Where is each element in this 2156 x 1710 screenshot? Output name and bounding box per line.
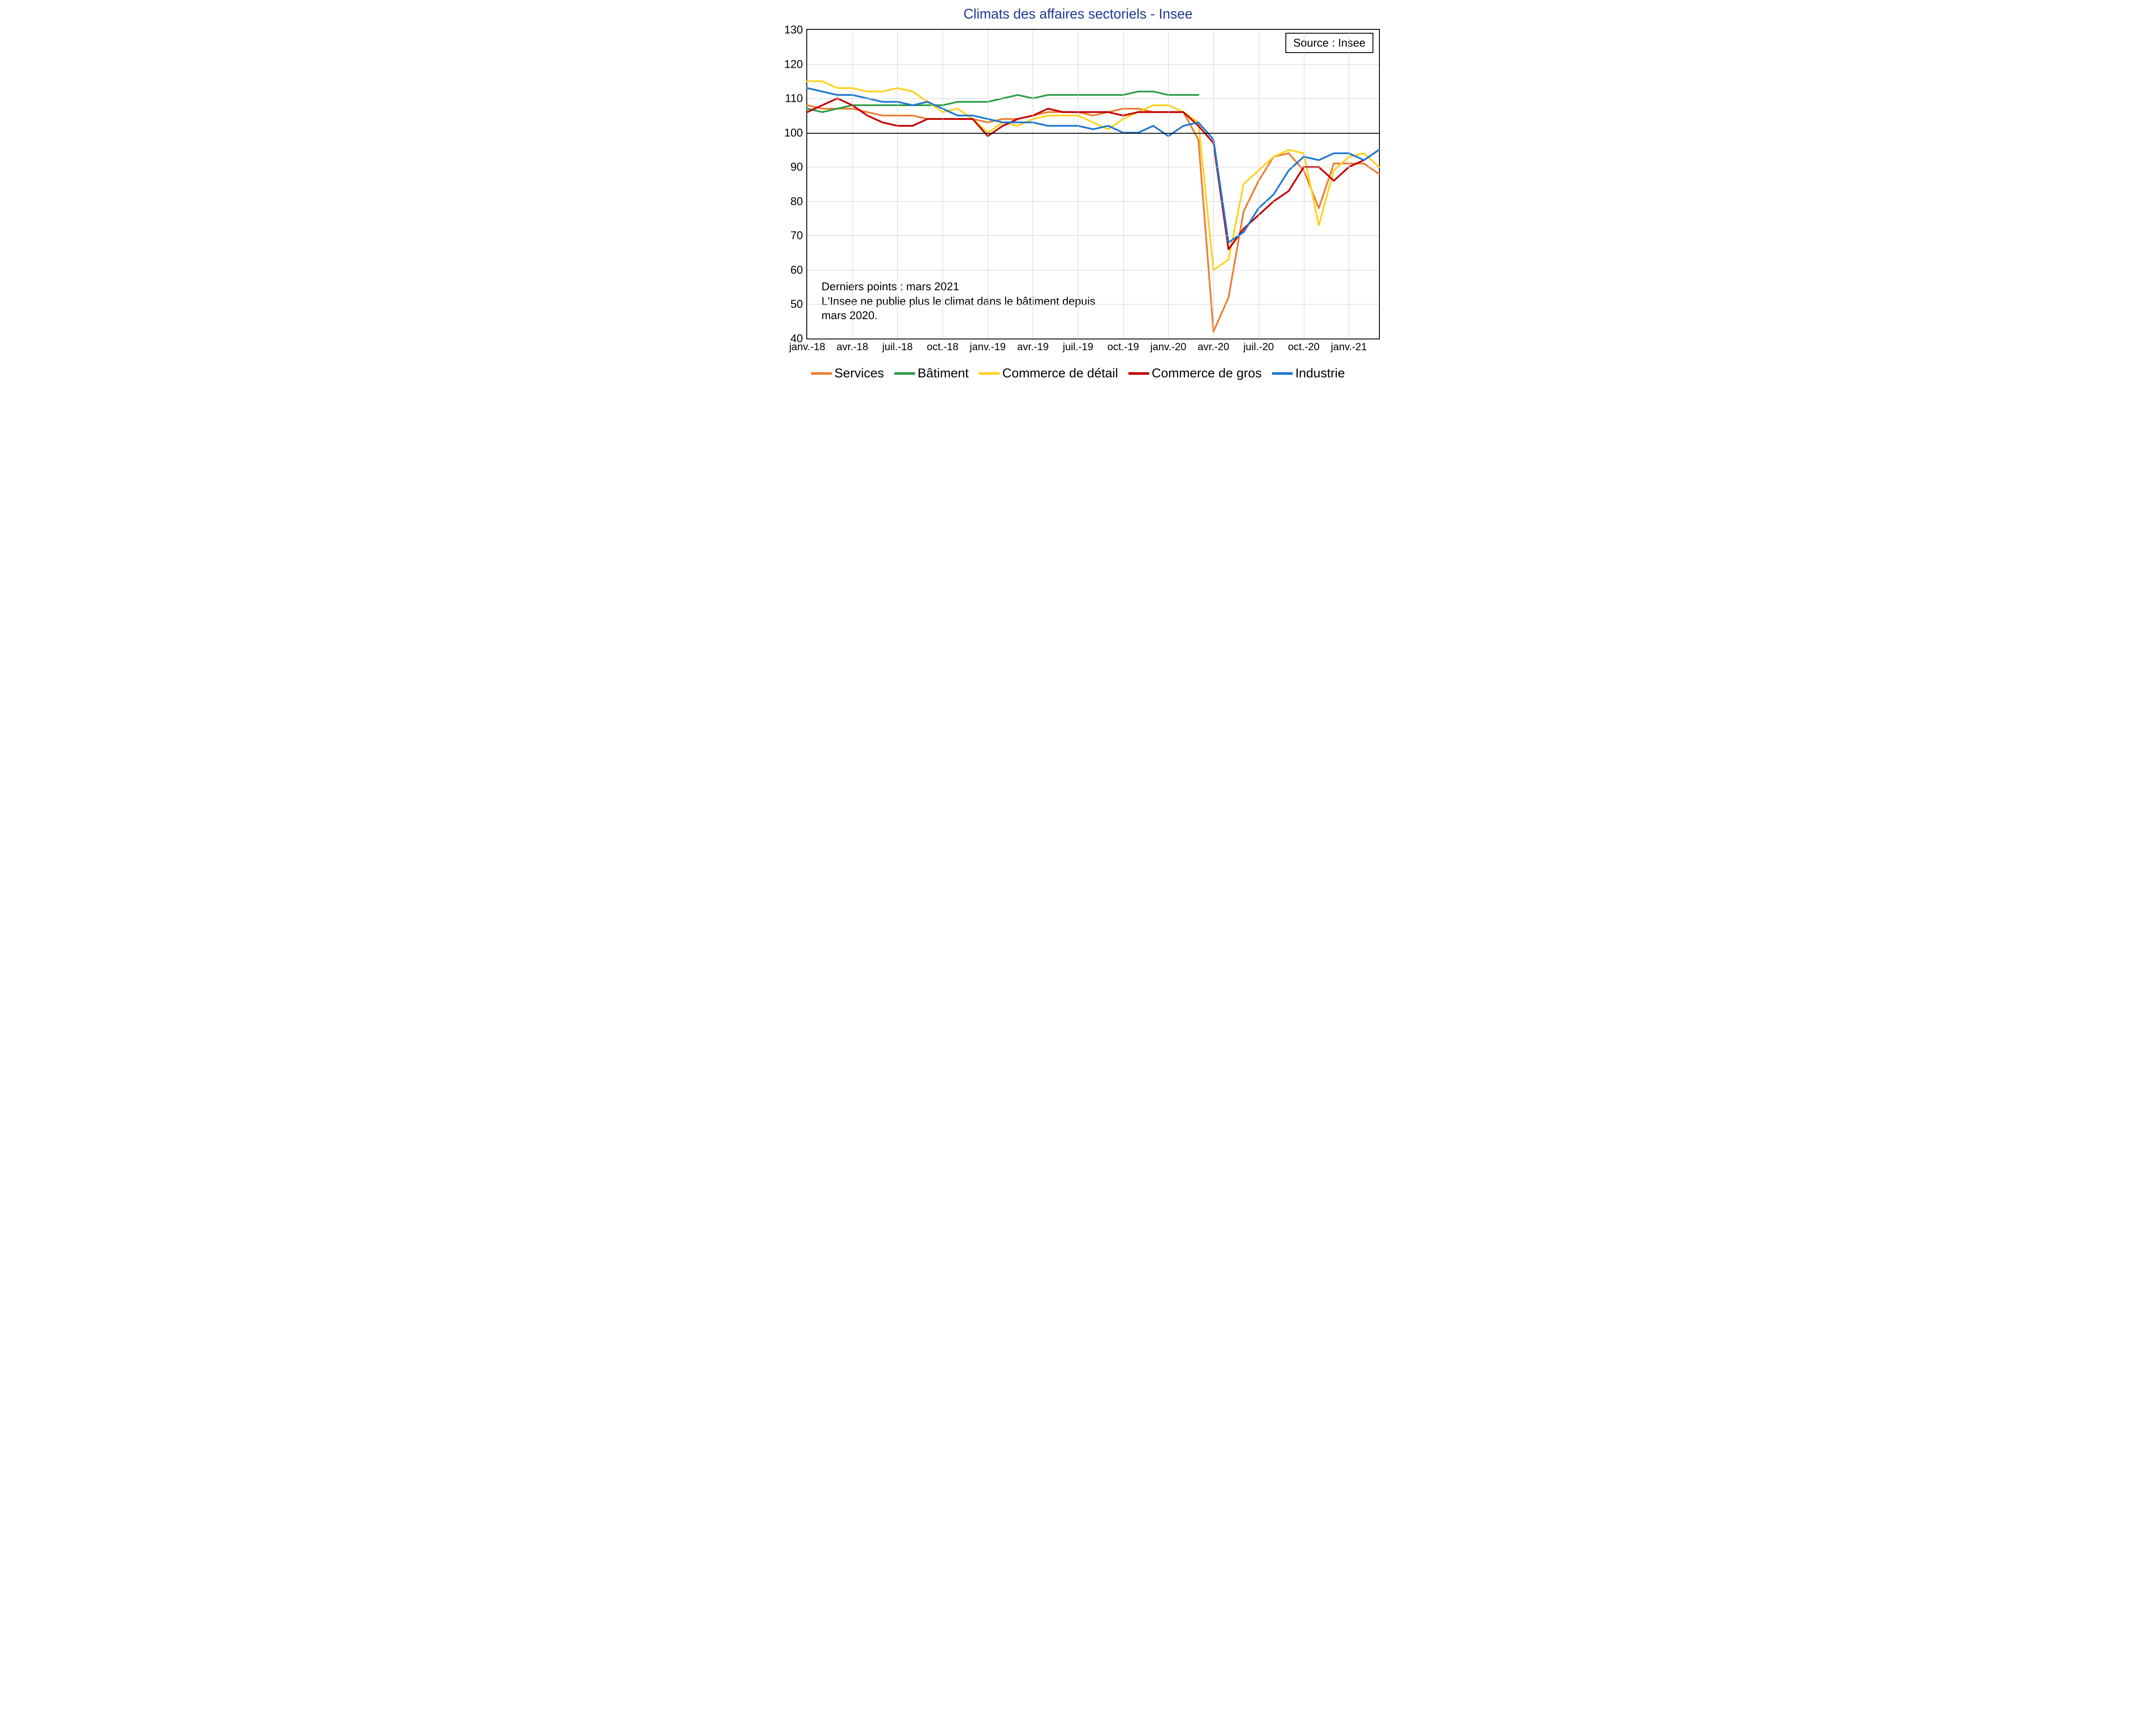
gridline-h	[807, 201, 1379, 202]
source-box: Source : Insee	[1285, 33, 1373, 53]
note-line: mars 2020.	[821, 308, 1095, 323]
legend-item: Commerce de détail	[979, 366, 1118, 381]
legend-item: Industrie	[1272, 366, 1345, 381]
gridline-h	[807, 235, 1379, 236]
legend-label: Industrie	[1295, 366, 1345, 381]
reference-line	[807, 133, 1379, 134]
series-line-commerce-de-d-tail	[807, 81, 1379, 270]
x-tick-label: janv.-19	[970, 341, 1006, 353]
gridline-v	[897, 30, 898, 339]
series-line-commerce-de-gros	[807, 98, 1379, 249]
gridline-v	[1168, 30, 1169, 339]
y-tick-label: 110	[777, 92, 803, 105]
legend-swatch	[811, 372, 832, 375]
gridline-v	[852, 30, 853, 339]
y-tick-label: 130	[777, 23, 803, 37]
x-tick-label: janv.-18	[789, 341, 825, 353]
legend-label: Services	[834, 366, 884, 381]
gridline-v	[1213, 30, 1214, 339]
plot-area: Source : Insee Derniers points : mars 20…	[806, 29, 1380, 339]
legend-label: Commerce de détail	[1002, 366, 1118, 381]
chart-title: Climats des affaires sectoriels - Insee	[763, 0, 1393, 25]
x-tick-label: avr.-18	[837, 341, 868, 353]
y-tick-label: 70	[777, 229, 803, 242]
x-tick-label: avr.-19	[1017, 341, 1049, 353]
chart-container: Climats des affaires sectoriels - Insee …	[763, 0, 1393, 389]
y-tick-label: 120	[777, 57, 803, 71]
x-tick-label: janv.-21	[1331, 341, 1367, 353]
note-box: Derniers points : mars 2021L'Insee ne pu…	[821, 279, 1095, 323]
y-tick-label: 60	[777, 263, 803, 276]
legend-item: Commerce de gros	[1128, 366, 1262, 381]
legend-label: Commerce de gros	[1152, 366, 1262, 381]
legend-label: Bâtiment	[918, 366, 968, 381]
x-tick-label: oct.-18	[927, 341, 958, 353]
gridline-h	[807, 64, 1379, 65]
gridline-h	[807, 98, 1379, 99]
x-tick-label: janv.-20	[1150, 341, 1187, 353]
legend: Services Bâtiment Commerce de détail Commer…	[763, 357, 1393, 389]
x-tick-label: juil.-19	[1063, 341, 1094, 353]
x-tick-label: juil.-20	[1243, 341, 1274, 353]
y-tick-label: 80	[777, 195, 803, 208]
x-tick-label: oct.-20	[1288, 341, 1319, 353]
legend-swatch	[1128, 372, 1149, 375]
note-line: L'Insee ne publie plus le climat dans le…	[821, 294, 1095, 309]
legend-swatch	[979, 372, 1000, 375]
legend-swatch	[1272, 372, 1293, 375]
x-tick-label: oct.-19	[1107, 341, 1139, 353]
y-tick-label: 50	[777, 298, 803, 311]
legend-item: Services	[811, 366, 884, 381]
gridline-v	[1123, 30, 1124, 339]
x-tick-label: juil.-18	[882, 341, 913, 353]
y-tick-label: 90	[777, 160, 803, 174]
legend-item: Bâtiment	[894, 366, 968, 381]
chart-box: Source : Insee Derniers points : mars 20…	[793, 25, 1384, 357]
legend-swatch	[894, 372, 915, 375]
y-tick-label: 100	[777, 126, 803, 139]
x-tick-label: avr.-20	[1197, 341, 1229, 353]
note-line: Derniers points : mars 2021	[821, 279, 1095, 294]
